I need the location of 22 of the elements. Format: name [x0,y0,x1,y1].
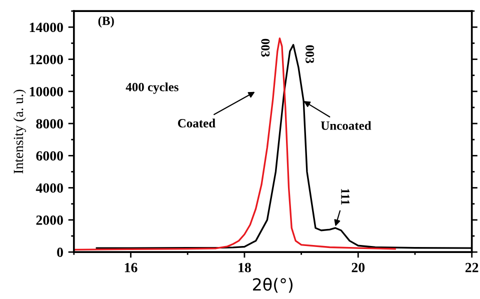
annotation: Uncoated [320,121,372,130]
x-tick-label: 20 [352,262,365,272]
x-axis-title: 2θ(°) [253,278,293,293]
line-series [74,38,396,250]
y-tick-label: 0 [57,248,63,258]
y-tick-label: 14000 [30,22,63,32]
annotation: 111 [341,188,350,205]
annotation: 400 cycles [126,82,178,94]
y-tick-label: 6000 [36,151,63,161]
annotation: (B) [98,16,114,28]
x-tick-label: 22 [465,262,478,272]
annotation: Coated [178,118,216,128]
annotation: 003 [306,45,314,64]
y-tick-label: 10000 [30,86,63,96]
y-tick-label: 2000 [36,216,63,225]
y-tick-label: 8000 [36,119,63,128]
y-axis-title: Intensity (a. u.) [13,90,26,174]
y-tick-label: 12000 [30,54,63,64]
x-tick-label: 18 [238,262,251,272]
x-tick-label: 16 [124,262,138,272]
annotation: 003 [261,38,270,57]
y-tick-label: 4000 [36,183,63,193]
